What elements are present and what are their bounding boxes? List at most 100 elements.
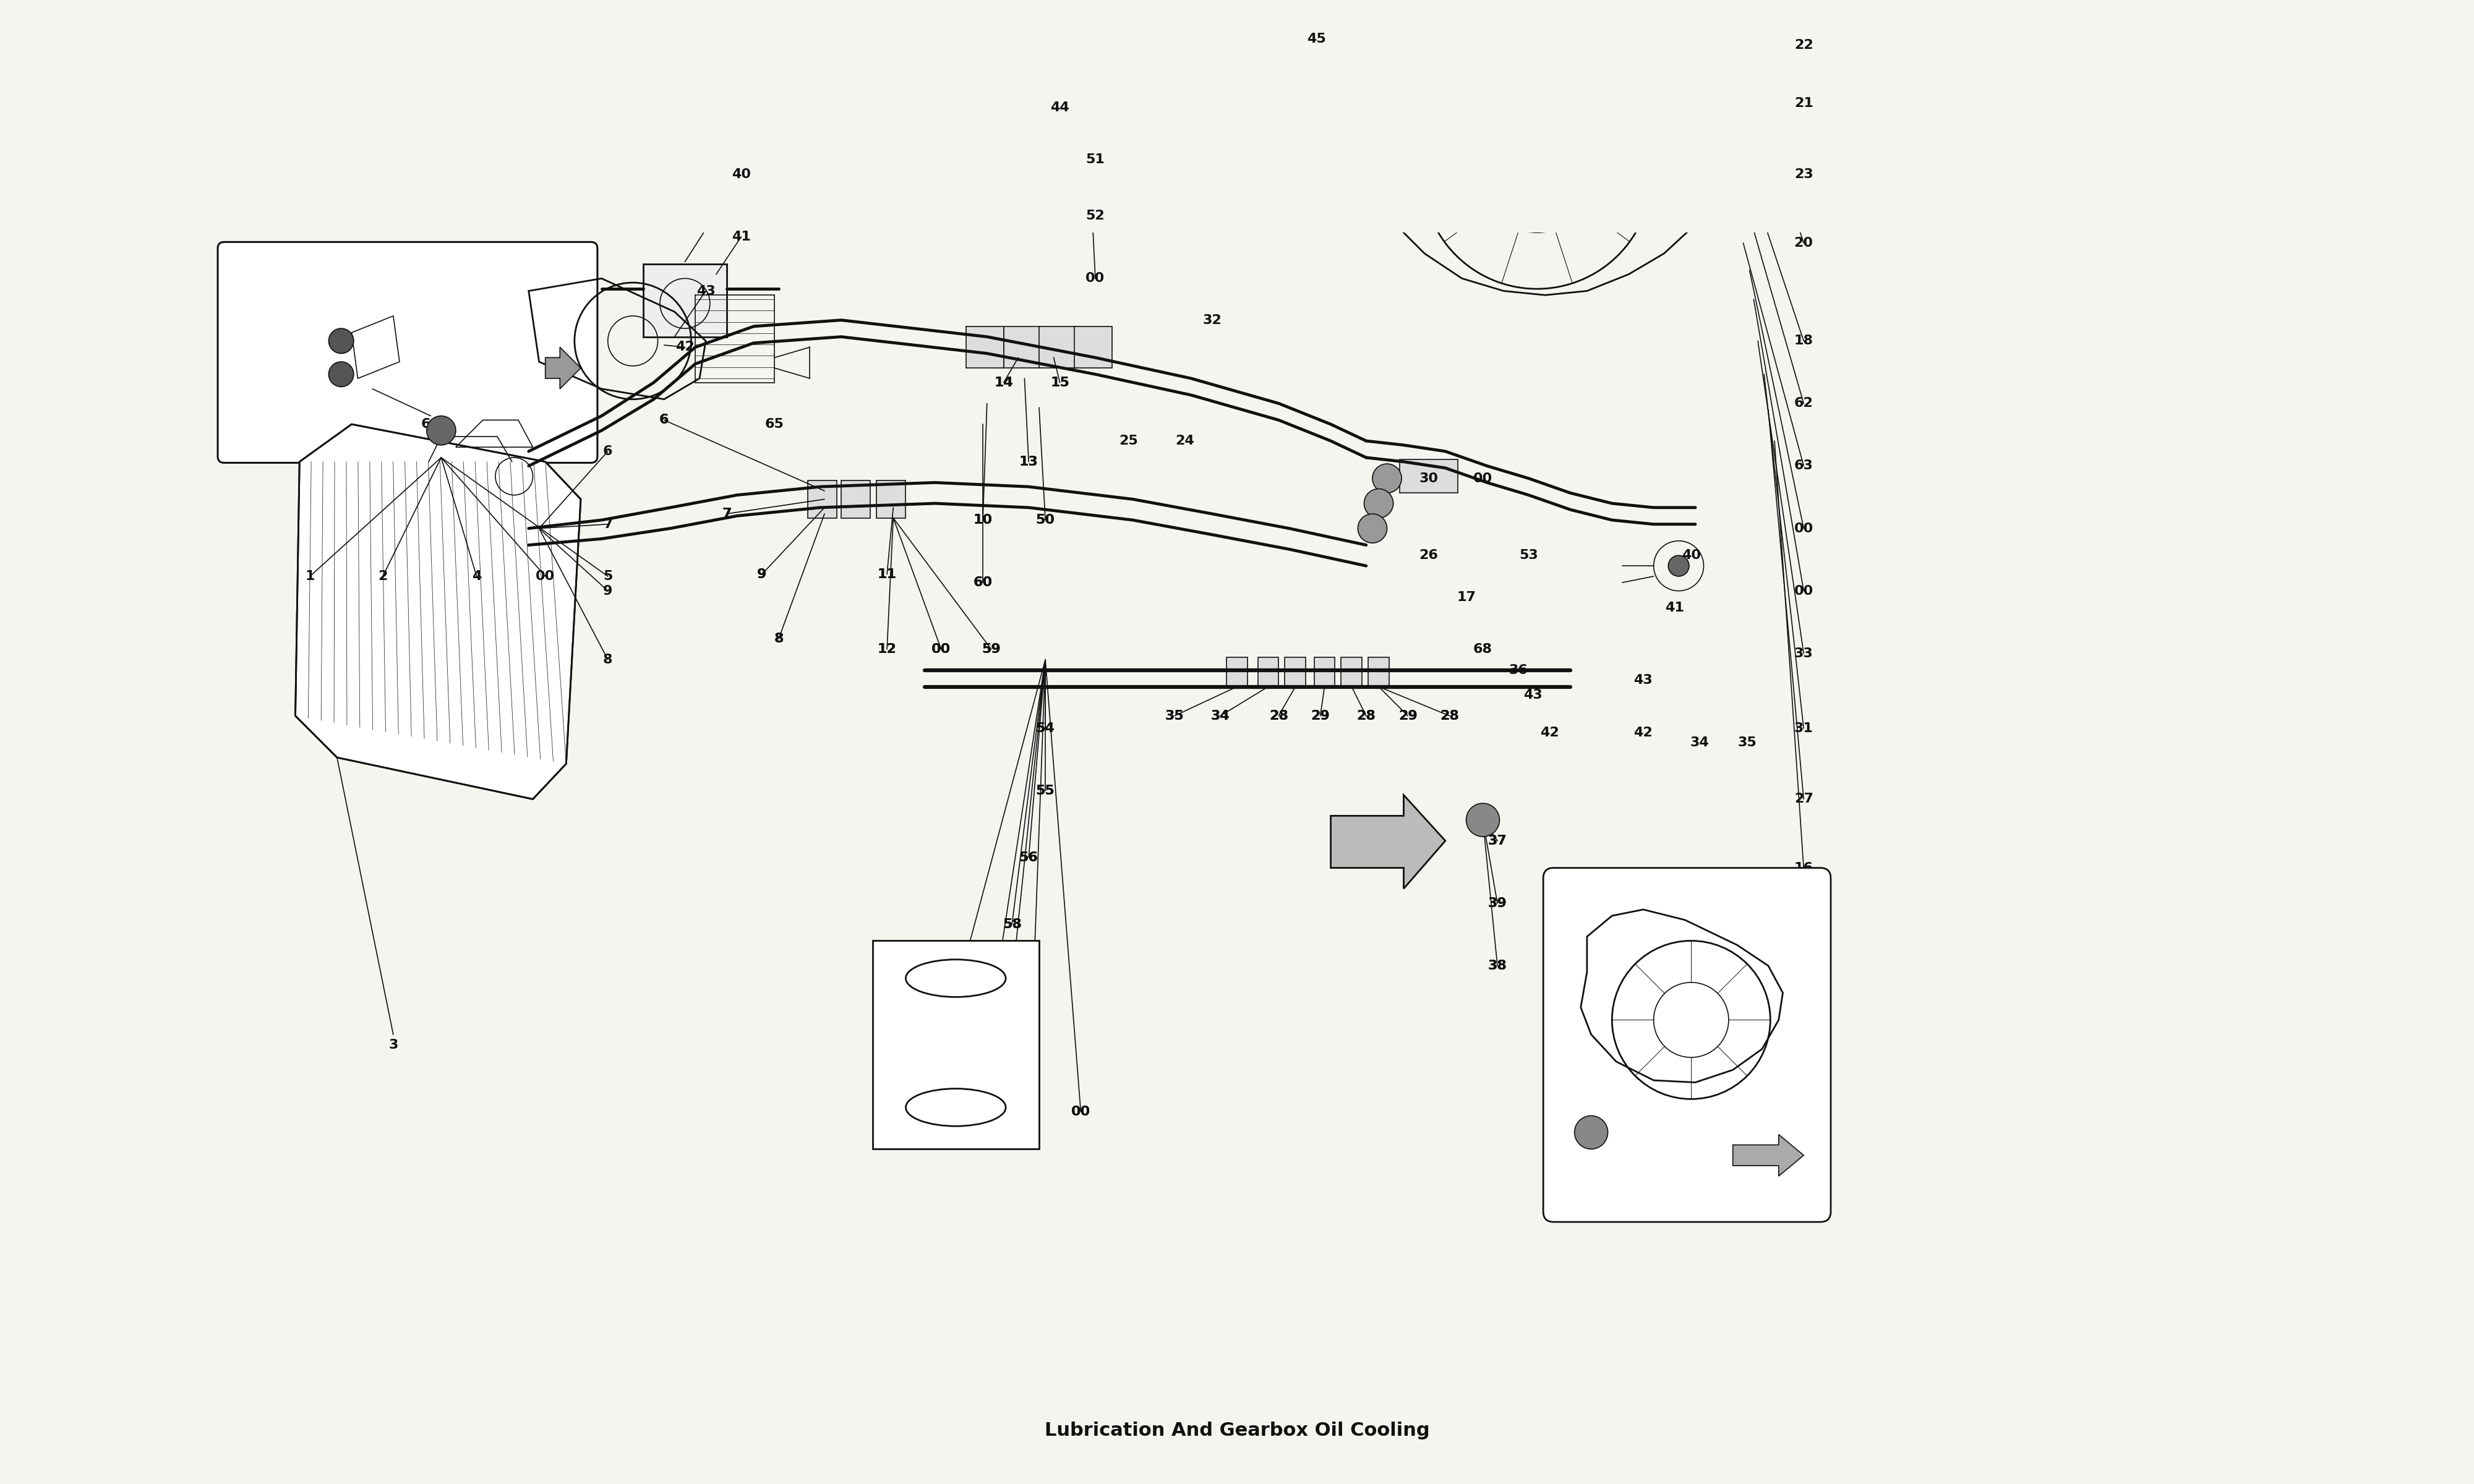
Circle shape	[426, 416, 455, 445]
Text: 69: 69	[945, 1117, 965, 1131]
Bar	[1257, 657, 1279, 687]
Text: 35: 35	[1737, 736, 1757, 749]
Text: 29: 29	[1311, 709, 1331, 723]
Text: 23: 23	[1794, 168, 1813, 181]
Text: 43: 43	[1633, 674, 1653, 687]
Text: 12: 12	[878, 643, 896, 656]
Text: 40: 40	[1682, 549, 1700, 561]
Text: 38: 38	[1487, 960, 1507, 972]
Text: 00: 00	[933, 643, 950, 656]
Bar	[1039, 326, 1076, 368]
Text: 44: 44	[1051, 101, 1069, 114]
Text: 28: 28	[1440, 709, 1460, 723]
Circle shape	[329, 362, 354, 387]
FancyBboxPatch shape	[1544, 868, 1831, 1221]
Text: 8: 8	[774, 632, 784, 646]
Text: 7: 7	[722, 508, 732, 519]
Text: 4: 4	[473, 570, 482, 582]
Text: 9: 9	[757, 568, 767, 580]
Text: 00: 00	[1086, 272, 1106, 285]
Text: 34: 34	[1210, 709, 1230, 723]
Text: 68: 68	[1472, 643, 1492, 656]
Text: 27: 27	[1794, 792, 1813, 806]
Text: 00: 00	[1019, 1106, 1039, 1117]
Bar	[967, 326, 1004, 368]
Text: 28: 28	[1269, 709, 1289, 723]
Polygon shape	[1732, 1134, 1804, 1177]
Text: Lubrication And Gearbox Oil Cooling: Lubrication And Gearbox Oil Cooling	[1044, 1422, 1430, 1439]
Text: 18: 18	[1794, 335, 1813, 347]
Text: 28: 28	[1269, 709, 1289, 723]
Text: 57: 57	[1002, 976, 1022, 988]
Polygon shape	[294, 424, 581, 800]
Text: 6: 6	[658, 414, 668, 426]
Text: 56: 56	[1019, 852, 1039, 864]
Text: 38: 38	[1487, 960, 1507, 972]
Text: 62: 62	[1794, 398, 1813, 410]
Text: 11: 11	[878, 568, 896, 580]
Text: 00: 00	[537, 570, 554, 582]
Text: 41: 41	[1665, 601, 1685, 614]
Text: 11: 11	[878, 568, 896, 580]
Text: 10: 10	[972, 513, 992, 527]
Bar	[643, 264, 727, 337]
Text: 9: 9	[757, 568, 767, 580]
Text: 28: 28	[1356, 709, 1376, 723]
Text: 60: 60	[972, 576, 992, 589]
Text: 57: 57	[1002, 976, 1022, 988]
Text: 58: 58	[1002, 919, 1022, 930]
Text: 42: 42	[1539, 726, 1559, 739]
Text: 29: 29	[1398, 709, 1418, 723]
Bar	[873, 941, 1039, 1149]
Circle shape	[1358, 513, 1388, 543]
Text: 00: 00	[1071, 1106, 1091, 1117]
Text: 13: 13	[1019, 456, 1039, 467]
Text: 29: 29	[1311, 709, 1331, 723]
Text: 63: 63	[1794, 460, 1813, 472]
Text: 00: 00	[967, 1106, 987, 1117]
Text: 50: 50	[1037, 513, 1054, 527]
Text: 52: 52	[1086, 209, 1106, 223]
Text: 60: 60	[972, 576, 992, 589]
Text: 15: 15	[1051, 377, 1069, 389]
Text: 2: 2	[379, 570, 388, 582]
Text: 8: 8	[774, 632, 784, 646]
Text: 9: 9	[604, 585, 614, 597]
Text: 13: 13	[1019, 456, 1039, 467]
Circle shape	[1667, 555, 1690, 576]
Text: 28: 28	[1356, 709, 1376, 723]
Bar	[1400, 460, 1457, 493]
Polygon shape	[544, 347, 581, 389]
Text: 7: 7	[604, 518, 614, 530]
Text: 14: 14	[995, 377, 1014, 389]
Text: 39: 39	[1487, 898, 1507, 910]
Bar	[809, 481, 836, 518]
Text: 41: 41	[732, 230, 750, 243]
Text: 33: 33	[1794, 647, 1813, 659]
Text: 26: 26	[1420, 549, 1437, 561]
Bar	[1341, 657, 1363, 687]
Text: 21: 21	[1794, 98, 1813, 110]
Text: 15: 15	[1051, 377, 1069, 389]
Bar	[1074, 326, 1111, 368]
Text: 22: 22	[1794, 39, 1813, 52]
Text: 14: 14	[995, 377, 1014, 389]
Text: 17: 17	[1457, 591, 1477, 604]
Text: 10: 10	[972, 513, 992, 527]
Text: 5: 5	[604, 570, 614, 582]
Bar	[1314, 657, 1336, 687]
Circle shape	[1373, 464, 1403, 493]
Text: 66: 66	[421, 418, 440, 430]
Text: 54: 54	[1037, 723, 1054, 735]
Text: 12: 12	[878, 643, 896, 656]
Text: 24: 24	[1175, 435, 1195, 447]
Text: 00: 00	[1071, 1106, 1091, 1117]
FancyBboxPatch shape	[218, 242, 596, 463]
Text: 8: 8	[604, 653, 614, 666]
Text: 28: 28	[1440, 709, 1460, 723]
Text: 35: 35	[1165, 709, 1185, 723]
Bar	[876, 481, 905, 518]
Text: 64: 64	[1633, 1085, 1653, 1097]
Bar	[1284, 657, 1306, 687]
Bar	[841, 481, 871, 518]
